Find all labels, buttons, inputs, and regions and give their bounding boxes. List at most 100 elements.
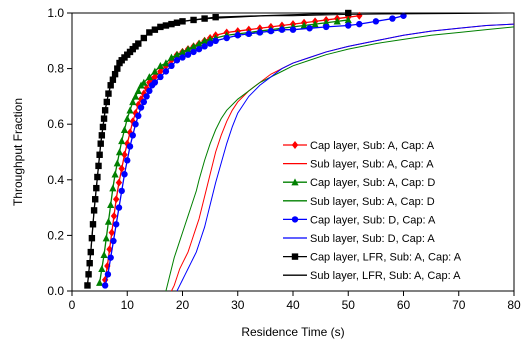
data-point	[114, 65, 121, 72]
data-point	[151, 79, 159, 86]
data-point	[173, 50, 181, 58]
data-point	[206, 40, 214, 47]
data-point	[113, 159, 121, 167]
x-tick-label: 40	[286, 298, 300, 312]
series-line	[165, 26, 515, 292]
legend-item: Sub layer, Sub: A, Cap: D	[283, 196, 435, 208]
data-point	[102, 234, 110, 242]
data-point	[344, 16, 352, 24]
data-point	[167, 53, 176, 61]
data-point	[134, 87, 142, 95]
data-point	[212, 37, 219, 44]
data-point	[333, 17, 341, 25]
data-point	[156, 62, 164, 70]
data-point	[118, 137, 126, 145]
legend-label: Cap layer, Sub: A, Cap: A	[310, 140, 435, 152]
data-point	[201, 43, 208, 50]
series-7	[86, 12, 515, 286]
axes: 0 10 20 30 40 50 60 70 80 0.0 0.2 0.4 0.6 0.8 1.0	[47, 6, 521, 312]
data-point	[126, 106, 134, 114]
data-point	[107, 201, 115, 209]
legend-item: Sub layer, LFR, Sub: A, Cap: A	[283, 270, 461, 282]
data-point	[111, 170, 119, 178]
legend-item: Cap layer, Sub: A, Cap: D	[283, 177, 435, 189]
data-point	[111, 70, 119, 78]
series-5	[176, 23, 515, 292]
data-point	[143, 93, 150, 100]
x-tick-label: 80	[507, 298, 521, 312]
legend-label: Sub layer, LFR, Sub: A, Cap: A	[310, 270, 461, 282]
legend-swatch-marker	[291, 253, 299, 260]
data-point	[108, 228, 115, 237]
data-point	[132, 121, 139, 128]
legend-swatch-marker	[291, 141, 299, 149]
data-point	[126, 143, 134, 150]
plot-area	[71, 12, 515, 292]
legend-item: Sub layer, Sub: D, Cap: A	[283, 233, 435, 245]
series-0	[101, 11, 363, 284]
y-tick-label: 0.8	[47, 62, 64, 76]
data-point	[135, 112, 142, 120]
data-point	[206, 35, 214, 43]
data-point	[162, 59, 170, 67]
data-point	[124, 157, 131, 164]
data-point	[178, 48, 187, 56]
data-point	[151, 67, 159, 75]
y-tick-label: 1.0	[47, 6, 64, 20]
legend-item: Sub layer, Sub: A, Cap: A	[283, 159, 434, 171]
data-point	[184, 51, 192, 58]
data-point	[145, 73, 153, 81]
data-point	[113, 221, 120, 228]
data-point	[345, 9, 352, 17]
legend-label: Sub layer, Sub: A, Cap: D	[310, 196, 435, 208]
legend-swatch-marker	[291, 178, 299, 186]
legend-label: Cap layer, Sub: D, Cap: A	[310, 214, 436, 226]
data-point	[256, 29, 264, 36]
legend-item: Cap layer, LFR, Sub: A, Cap: A	[283, 252, 462, 264]
data-point	[162, 68, 170, 75]
data-point	[121, 150, 128, 159]
data-point	[129, 132, 136, 139]
data-point	[115, 204, 123, 211]
data-point	[356, 20, 363, 28]
series-line	[176, 23, 515, 292]
x-tick-label: 60	[397, 298, 411, 312]
data-point	[137, 104, 145, 111]
data-point	[311, 20, 319, 28]
data-point	[113, 195, 120, 204]
y-tick-label: 0.2	[47, 228, 64, 242]
data-point	[267, 27, 275, 35]
data-point	[389, 15, 396, 22]
legend-label: Sub layer, Sub: A, Cap: A	[310, 159, 434, 171]
x-tick-label: 30	[231, 298, 245, 312]
y-tick-label: 0.4	[47, 173, 64, 187]
x-tick-label: 0	[69, 298, 76, 312]
data-point	[157, 67, 164, 76]
data-point	[168, 62, 175, 70]
data-point	[234, 32, 241, 39]
series-line	[86, 12, 515, 286]
data-point	[137, 95, 145, 104]
data-point	[306, 25, 313, 32]
y-tick-label: 0.0	[47, 284, 64, 298]
data-point	[101, 282, 109, 289]
data-point	[131, 92, 140, 100]
data-point	[110, 237, 117, 245]
data-point	[129, 98, 137, 106]
data-point	[115, 148, 124, 156]
data-point	[184, 45, 192, 53]
legend-item: Cap layer, Sub: D, Cap: A	[283, 214, 436, 226]
data-point	[146, 87, 153, 95]
data-point	[104, 217, 113, 225]
x-tick-label: 50	[342, 298, 356, 312]
y-tick-label: 0.6	[47, 117, 64, 131]
data-point	[157, 73, 164, 81]
data-point	[322, 23, 330, 31]
data-point	[121, 171, 128, 178]
data-point	[124, 139, 131, 148]
legend-label: Cap layer, LFR, Sub: A, Cap: A	[310, 252, 462, 264]
data-point	[100, 251, 108, 259]
legend-label: Sub layer, Sub: D, Cap: A	[310, 233, 435, 245]
legend-swatch-marker	[291, 216, 299, 223]
